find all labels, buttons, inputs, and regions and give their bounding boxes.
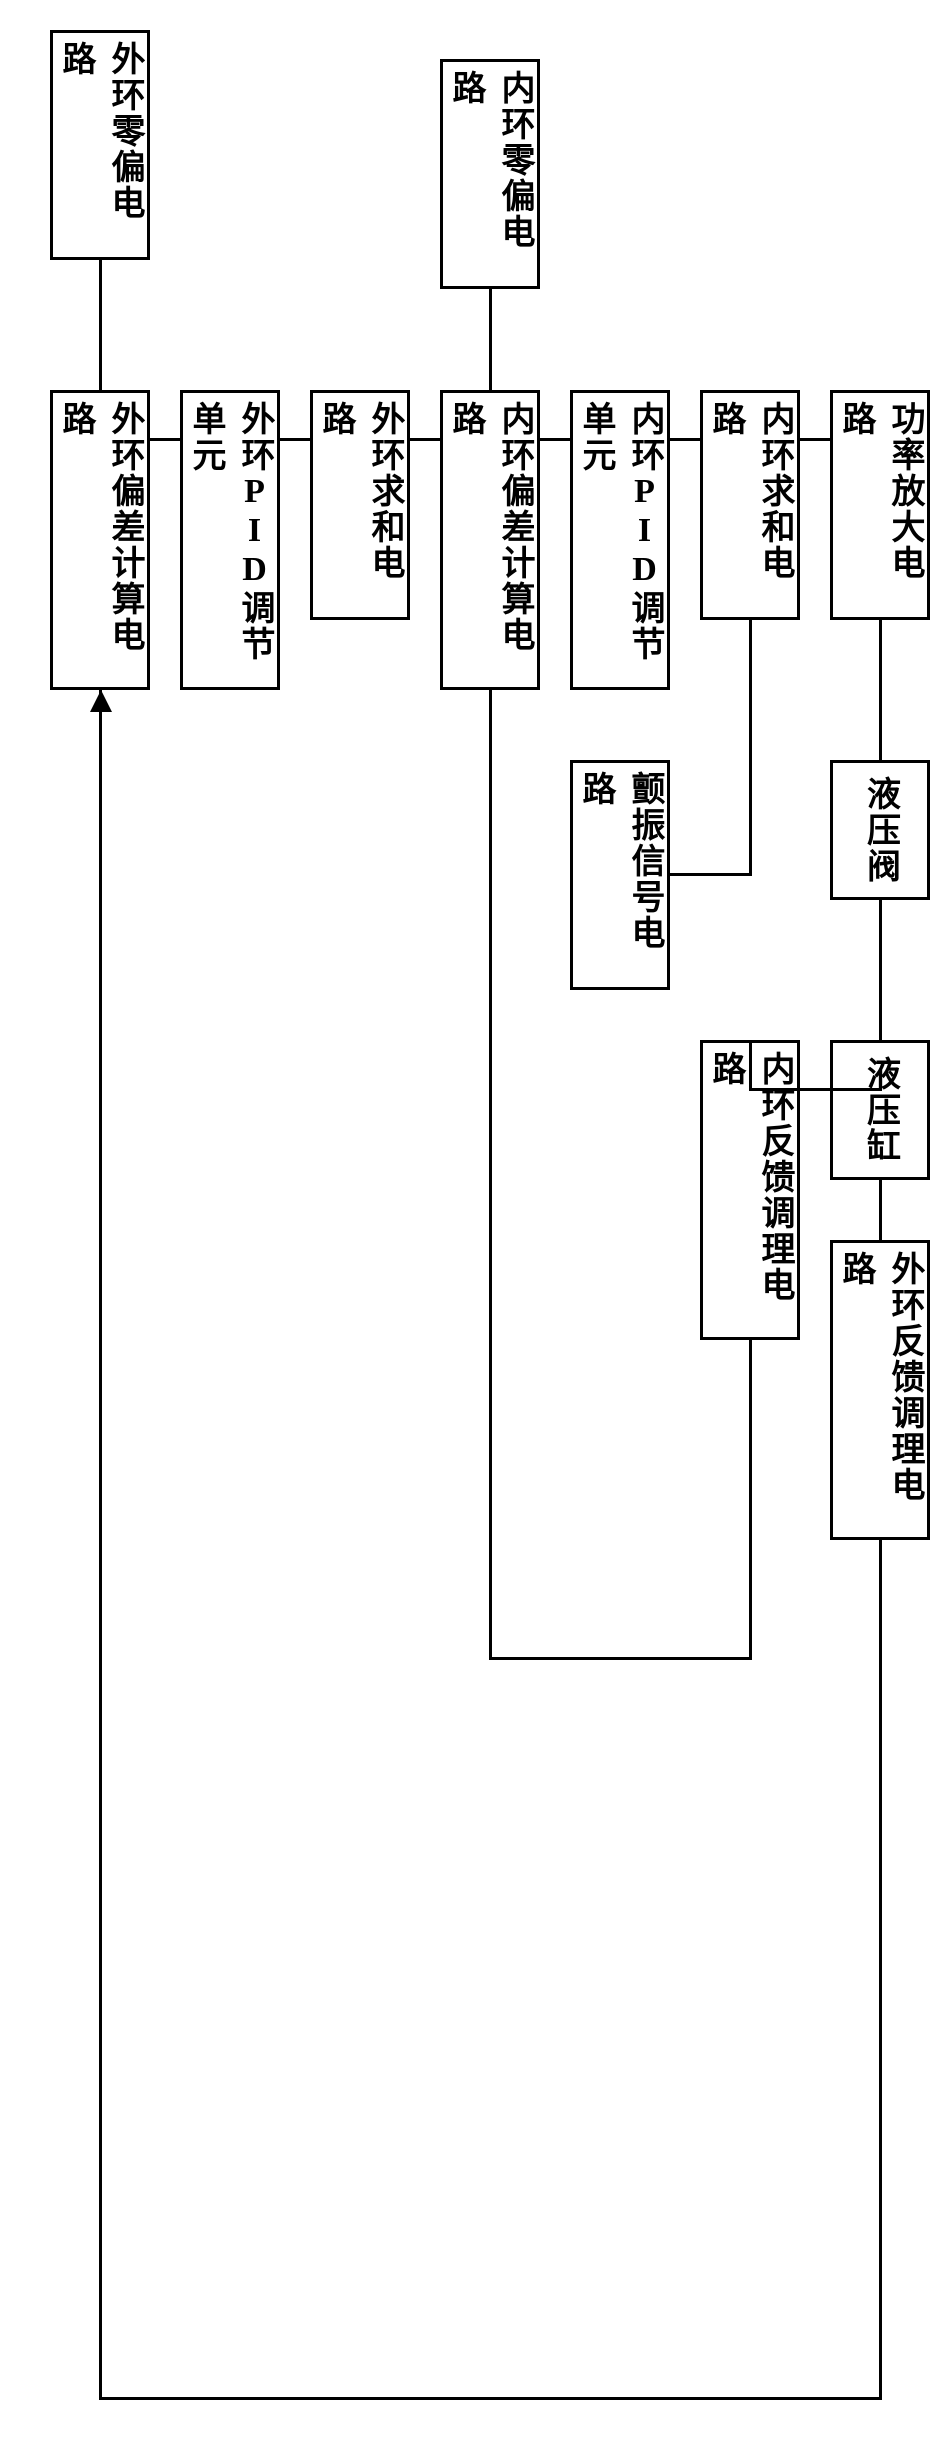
edge-valve-innerfb-h2 bbox=[800, 1088, 882, 1091]
node-dither: 颤振信号电路 bbox=[570, 760, 670, 990]
edge-input-arrowhead bbox=[90, 690, 112, 712]
label: 外环零偏电路 bbox=[51, 41, 149, 249]
edge-ifb-return-v2 bbox=[489, 690, 492, 1660]
node-inner-err-calc: 内环偏差计算电路 bbox=[440, 390, 540, 690]
edge-ofb-return-v1 bbox=[879, 1540, 882, 2400]
edge-ozb-oec bbox=[99, 260, 102, 390]
node-inner-zero-bias: 内环零偏电路 bbox=[440, 59, 540, 289]
edge-dither-isum-v bbox=[749, 620, 752, 876]
edge-opid-osum bbox=[280, 438, 310, 441]
label: 内环零偏电路 bbox=[441, 70, 539, 278]
node-outer-err-calc: 外环偏差计算电路 bbox=[50, 390, 150, 690]
label: 内环求和电路 bbox=[701, 401, 799, 609]
label: 外环PID调节单元 bbox=[181, 401, 279, 679]
node-inner-sum: 内环求和电路 bbox=[700, 390, 800, 620]
edge-isum-pamp bbox=[800, 438, 830, 441]
node-inner-pid: 内环PID调节单元 bbox=[570, 390, 670, 690]
node-hyd-cyl: 液压缸 bbox=[830, 1040, 930, 1180]
edge-cyl-ofb bbox=[879, 1180, 882, 1240]
node-power-amp: 功率放大电路 bbox=[830, 390, 930, 620]
label: 内环反馈调理电路 bbox=[701, 1051, 799, 1329]
edge-pamp-valve bbox=[879, 620, 882, 760]
edge-ofb-return-v2 bbox=[99, 820, 102, 2400]
label: 内环偏差计算电路 bbox=[441, 401, 539, 679]
label: 液压缸 bbox=[856, 1056, 905, 1164]
node-outer-sum: 外环求和电路 bbox=[310, 390, 410, 620]
edge-izb-iec bbox=[489, 289, 492, 390]
edge-valve-innerfb-v bbox=[749, 1040, 752, 1091]
edge-ifb-return-v1 bbox=[749, 1340, 752, 1660]
label: 外环求和电路 bbox=[311, 401, 409, 609]
label: 功率放大电路 bbox=[831, 401, 929, 609]
label: 液压阀 bbox=[856, 776, 905, 884]
node-outer-fb: 外环反馈调理电路 bbox=[830, 1240, 930, 1540]
edge-valve-cyl bbox=[879, 900, 882, 1040]
label: 内环PID调节单元 bbox=[571, 401, 669, 679]
edge-ipid-isum bbox=[670, 438, 700, 441]
node-outer-pid: 外环PID调节单元 bbox=[180, 390, 280, 690]
label: 外环偏差计算电路 bbox=[51, 401, 149, 679]
edge-ofb-return-h bbox=[99, 2397, 882, 2400]
label: 外环反馈调理电路 bbox=[831, 1251, 929, 1529]
edge-osum-iec bbox=[410, 438, 440, 441]
label: 颤振信号电路 bbox=[571, 771, 669, 979]
edge-iec-ipid bbox=[540, 438, 570, 441]
node-hyd-valve: 液压阀 bbox=[830, 760, 930, 900]
edge-ifb-return-h bbox=[489, 1657, 752, 1660]
edge-oec-opid bbox=[150, 438, 180, 441]
edge-dither-isum-h bbox=[670, 873, 752, 876]
node-outer-zero-bias: 外环零偏电路 bbox=[50, 30, 150, 260]
